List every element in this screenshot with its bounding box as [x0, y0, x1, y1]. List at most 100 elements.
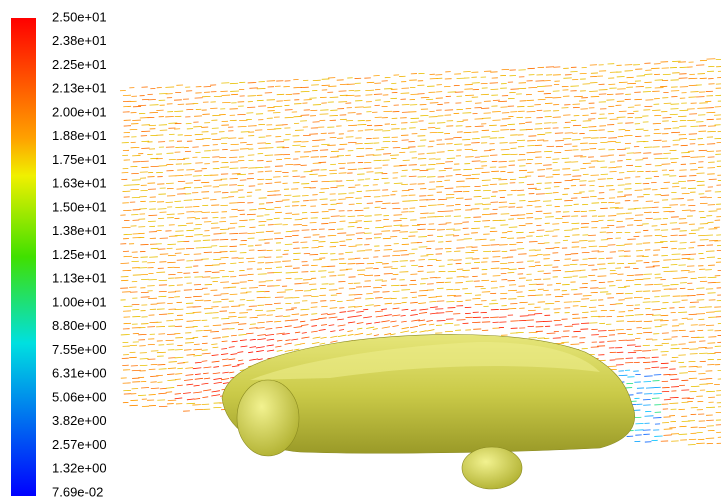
velocity-vector	[310, 306, 318, 308]
velocity-vector	[384, 314, 392, 317]
velocity-vector	[321, 305, 328, 308]
velocity-vector	[211, 394, 221, 397]
velocity-vector	[346, 299, 355, 301]
velocity-vector	[222, 371, 229, 374]
velocity-vector	[311, 325, 317, 327]
velocity-vector	[365, 297, 374, 300]
velocity-vector	[174, 397, 183, 400]
velocity-vector	[266, 338, 275, 341]
colorbar-label: 1.13e+01	[52, 271, 107, 286]
velocity-vector	[428, 323, 435, 326]
velocity-vector	[418, 319, 426, 322]
colorbar-label: 2.13e+01	[52, 81, 107, 96]
velocity-vector	[168, 361, 177, 363]
velocity-vector	[266, 349, 275, 352]
velocity-vector	[275, 326, 283, 329]
velocity-vector	[392, 307, 400, 310]
velocity-vector	[301, 336, 310, 339]
velocity-vector	[195, 373, 201, 375]
velocity-vector	[320, 336, 327, 339]
velocity-vector	[193, 384, 200, 387]
velocity-vector	[210, 331, 219, 333]
velocity-vector	[374, 310, 383, 313]
velocity-vector	[158, 368, 167, 370]
rear-wheel	[461, 446, 523, 490]
velocity-vector	[381, 326, 391, 329]
velocity-vector	[329, 307, 338, 309]
velocity-vector	[220, 378, 230, 381]
velocity-vector	[222, 364, 232, 367]
velocity-vector	[182, 392, 191, 394]
velocity-vector	[221, 340, 228, 342]
velocity-vector	[347, 330, 353, 332]
velocity-vector	[400, 315, 406, 317]
velocity-vector	[410, 331, 418, 334]
velocity-vector	[249, 327, 258, 329]
velocity-vector	[372, 328, 378, 330]
colorbar-label: 1.32e+00	[52, 461, 107, 476]
velocity-vector	[155, 374, 163, 377]
velocity-vector	[211, 390, 220, 393]
velocity-vector	[348, 306, 356, 308]
colorbar-label: 2.00e+01	[52, 104, 107, 119]
velocity-vector	[193, 348, 202, 351]
velocity-vector	[311, 341, 320, 345]
velocity-vector	[212, 346, 219, 349]
velocity-vector	[238, 359, 244, 362]
velocity-vector	[167, 367, 177, 369]
velocity-vector	[312, 336, 321, 339]
velocity-vector	[275, 315, 283, 317]
velocity-vector	[275, 345, 282, 348]
velocity-vector	[256, 350, 264, 353]
velocity-vector	[185, 342, 194, 344]
velocity-vector	[276, 332, 285, 335]
velocity-vector	[201, 349, 208, 351]
velocity-vector	[185, 367, 194, 369]
velocity-vector	[318, 317, 327, 320]
velocity-vector	[175, 378, 181, 380]
velocity-vector	[337, 324, 346, 327]
velocity-vector	[301, 324, 309, 326]
velocity-vector	[389, 333, 396, 336]
velocity-vector	[229, 371, 235, 374]
velocity-vector	[401, 320, 407, 323]
velocity-vector	[230, 334, 237, 337]
velocity-vector	[328, 324, 335, 326]
velocity-vector	[300, 308, 310, 311]
velocity-vector	[239, 339, 247, 341]
velocity-vector	[330, 335, 338, 338]
colorbar	[11, 18, 36, 496]
velocity-vector	[193, 354, 202, 357]
velocity-vector	[294, 331, 301, 334]
velocity-vector	[185, 374, 194, 376]
velocity-vector	[257, 334, 266, 336]
velocity-vector	[186, 383, 194, 386]
velocity-vector	[419, 330, 427, 333]
colorbar-label: 1.75e+01	[52, 152, 107, 167]
velocity-vector	[320, 313, 328, 315]
velocity-vector	[347, 321, 356, 324]
velocity-vector	[276, 349, 283, 352]
velocity-vector	[347, 310, 355, 312]
velocity-vector	[347, 333, 354, 336]
velocity-vector	[192, 367, 202, 370]
velocity-vector	[201, 352, 211, 355]
velocity-vector	[409, 325, 419, 329]
velocity-vector	[249, 338, 256, 341]
velocity-vector	[231, 340, 238, 343]
velocity-vector	[150, 375, 159, 377]
velocity-vector	[300, 320, 306, 323]
velocity-vector	[175, 373, 183, 375]
colorbar-label: 7.69e-02	[52, 484, 103, 499]
velocity-vector	[291, 313, 300, 316]
velocity-vector	[194, 361, 202, 364]
velocity-vector	[330, 340, 338, 343]
velocity-vector	[410, 313, 418, 316]
velocity-vector	[238, 323, 247, 325]
velocity-vector	[330, 330, 336, 332]
velocity-vector	[165, 387, 175, 389]
velocity-vector	[429, 300, 437, 303]
velocity-vector	[381, 320, 390, 323]
velocity-vector	[411, 319, 421, 322]
velocity-vector	[257, 338, 266, 341]
